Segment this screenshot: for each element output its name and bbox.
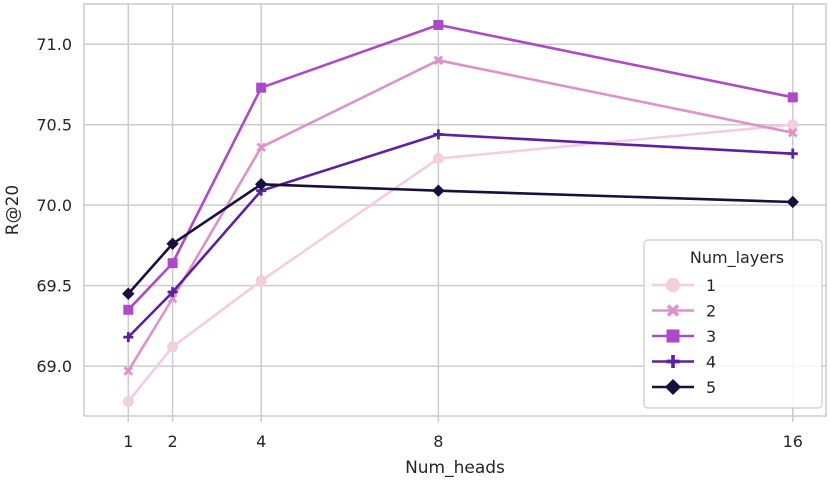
legend-item-2: 2 [652,302,716,321]
circle-marker [122,396,134,408]
y-tick-label: 70.5 [36,116,72,135]
legend-item-4: 4 [652,353,716,372]
plot-frame [83,3,827,417]
legend-label: 3 [706,327,716,346]
legend-label: 5 [706,378,716,397]
series-1 [122,119,799,408]
legend-label: 4 [706,353,716,372]
legend-title: Num_layers [690,248,784,268]
data-point-marker [787,127,798,138]
data-point-marker [787,148,798,159]
data-point-marker [122,396,134,408]
data-point-marker [664,378,682,396]
y-tick-label: 69.0 [36,357,72,376]
x-marker [666,304,680,317]
x-axis-label: Num_heads [405,458,505,478]
plus-marker [167,287,178,298]
data-point-marker [666,355,680,368]
legend-label: 2 [706,302,716,321]
diamond-marker [254,178,268,191]
data-point-marker [255,275,267,287]
series-5 [122,178,799,300]
legend-item-1: 1 [652,276,716,295]
data-point-marker [666,304,680,317]
square-marker [666,329,680,343]
y-axis-label: R@20 [3,185,23,235]
data-point-marker [123,366,134,376]
data-point-marker [166,237,179,250]
x-marker [433,55,444,66]
plus-marker [666,355,680,368]
data-point-marker [123,332,134,343]
square-marker [167,258,178,269]
data-point-marker [786,195,799,209]
data-point-marker [433,129,444,140]
x-tick-label: 1 [123,432,133,451]
data-point-marker [167,341,179,353]
data-point-marker [433,55,444,66]
circle-marker [432,153,444,164]
x-tick-label: 4 [256,432,266,451]
x-marker [787,127,798,138]
plus-marker [433,129,444,140]
diamond-marker [432,184,445,197]
legend-label: 1 [706,276,716,295]
square-marker [787,92,798,103]
circle-marker [665,277,681,293]
data-point-marker [666,329,680,343]
diamond-marker [122,287,135,300]
legend-item-5: 5 [652,378,716,397]
series-4 [123,129,798,343]
x-marker [123,366,134,376]
legend: Num_layers 1 2 3 4 5 [643,239,823,409]
diamond-marker [786,195,799,209]
data-point-marker [432,184,445,197]
series-layer [122,19,799,408]
data-point-marker [665,277,681,293]
y-tick-label: 69.5 [36,277,72,296]
x-tick-label: 8 [433,432,443,451]
legend-item-3: 3 [652,327,716,346]
tick-labels: 69.0 69.5 70.0 70.5 71.0 1 2 4 8 16 [36,35,803,451]
x-tick-label: 16 [783,432,803,451]
data-point-marker [256,82,267,93]
x-marker [256,142,266,153]
data-point-marker [122,287,135,300]
data-point-marker [787,92,798,103]
data-point-marker [256,142,266,153]
series-3 [123,19,798,315]
data-point-marker [433,19,444,30]
data-point-marker [167,258,178,269]
plus-marker [787,148,798,159]
data-point-marker [432,153,444,164]
circle-marker [255,275,267,287]
data-point-marker [123,304,134,315]
y-tick-label: 70.0 [36,196,72,215]
data-point-marker [787,119,799,131]
plus-marker [123,332,134,343]
circle-marker [787,119,799,131]
circle-marker [167,341,179,353]
x-tick-label: 2 [168,432,178,451]
square-marker [256,82,267,93]
data-point-marker [254,178,268,191]
legend-box [643,239,823,409]
data-point-marker [167,287,178,298]
square-marker [123,304,134,315]
diamond-marker [166,237,179,250]
y-tick-label: 71.0 [36,35,72,54]
diamond-marker [664,378,682,396]
square-marker [433,19,444,30]
